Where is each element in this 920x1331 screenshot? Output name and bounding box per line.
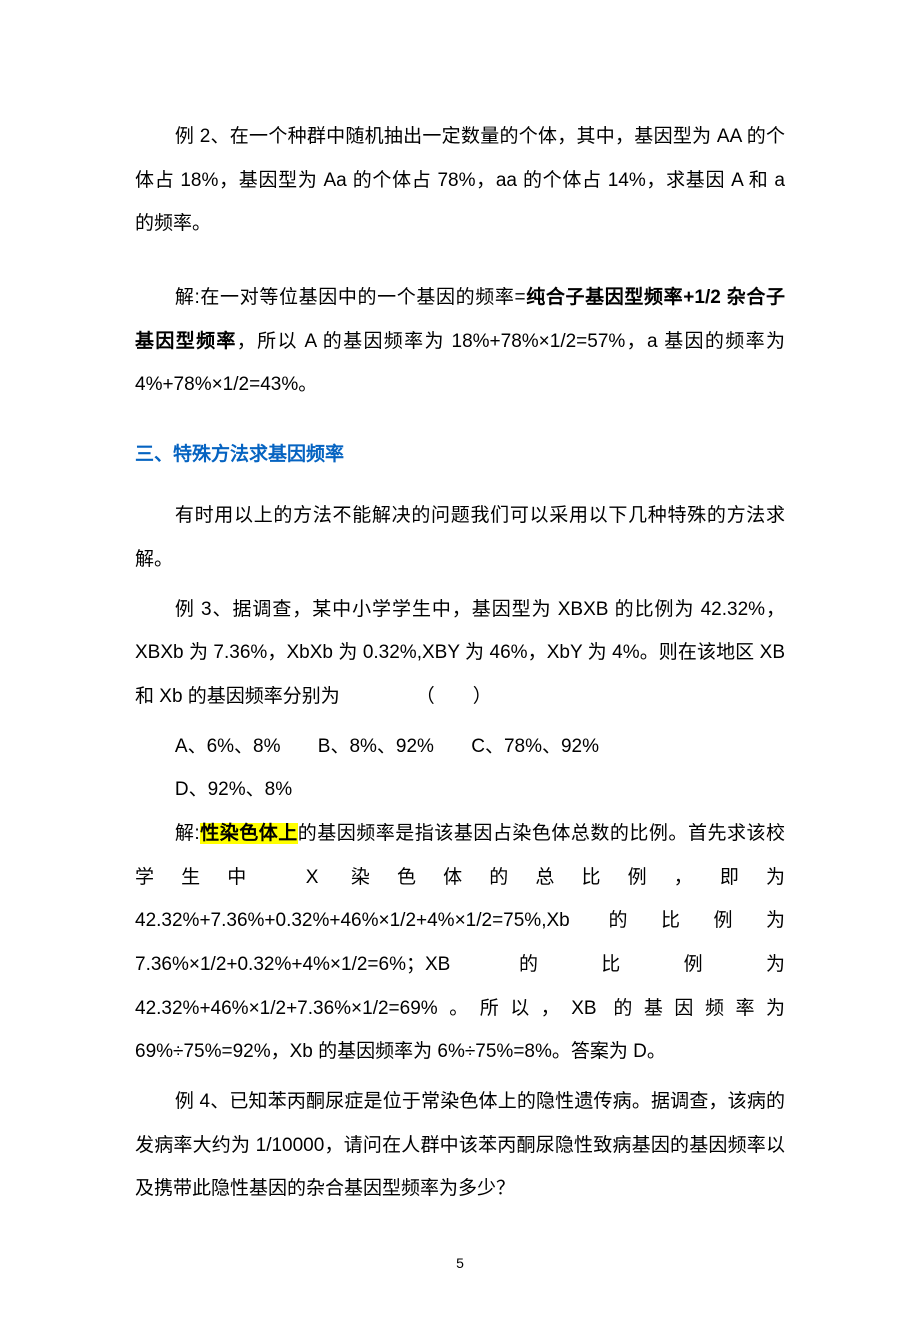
example3-option-b: B、8%、92% — [318, 725, 434, 769]
spacer — [135, 252, 785, 276]
example3-solution: 解:性染色体上的基因频率是指该基因占染色体总数的比例。首先求该校学生中 X 染色… — [135, 812, 785, 1074]
example3-options: A、6%、8% B、8%、92% C、78%、92% D、92%、8% — [135, 725, 785, 812]
example2-solution: 解:在一对等位基因中的一个基因的频率=纯合子基因型频率+1/2 杂合子基因型频率… — [135, 276, 785, 407]
page-number: 5 — [135, 1255, 785, 1271]
example3-option-a: A、6%、8% — [175, 725, 281, 769]
example3-solution-prefix: 解: — [175, 823, 200, 844]
section3-heading: 三、特殊方法求基因频率 — [135, 439, 785, 466]
example3-solution-highlight: 性染色体上 — [200, 823, 298, 844]
example4-prompt: 例 4、已知苯丙酮尿症是位于常染色体上的隐性遗传病。据调查，该病的发病率大约为 … — [135, 1080, 785, 1211]
example3-prompt: 例 3、据调查，某中小学学生中，基因型为 XBXB 的比例为 42.32%，XB… — [135, 588, 785, 719]
example3-option-c: C、78%、92% — [471, 725, 599, 769]
example3-option-d: D、92%、8% — [175, 768, 292, 812]
example2-prompt: 例 2、在一个种群中随机抽出一定数量的个体，其中，基因型为 AA 的个体占 18… — [135, 115, 785, 246]
section3-intro: 有时用以上的方法不能解决的问题我们可以采用以下几种特殊的方法求解。 — [135, 494, 785, 581]
example3-solution-rest: 的基因频率是指该基因占染色体总数的比例。首先求该校学生中 X 染色体的总比例，即… — [135, 823, 785, 1062]
example2-solution-prefix: 解:在一对等位基因中的一个基因的频率= — [175, 287, 526, 308]
